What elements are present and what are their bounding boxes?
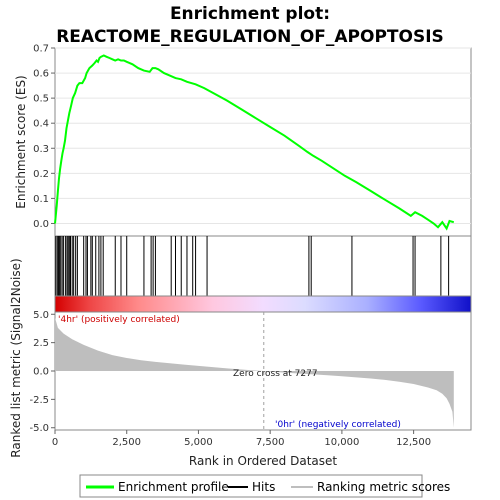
metric-y-ticks: 5.0 2.5 0.0 -2.5 -5.0 [29,310,55,434]
es-tick-label: 0.0 [33,219,49,230]
legend-metric-label: Ranking metric scores [317,480,450,494]
chart-title-line2: REACTOME_REGULATION_OF_APOPTOSIS [56,27,444,47]
es-tick-label: 0.6 [33,69,49,80]
metric-tick-label: -2.5 [29,395,49,406]
x-tick-label: 0 [52,437,58,448]
ranking-metric-area [55,317,454,428]
es-panel-frame [54,47,472,237]
metric-tick-label: 5.0 [33,310,49,321]
x-tick-label: 5,000 [184,437,213,448]
negative-correlated-label: '0hr' (negatively correlated) [275,420,401,430]
es-tick-label: 0.5 [33,94,49,105]
es-tick-label: 0.1 [33,194,49,205]
x-axis-label: Rank in Ordered Dataset [189,454,337,468]
ranking-heatbar [54,295,472,313]
positive-correlated-label: '4hr' (positively correlated) [58,315,180,325]
es-tick-label: 0.3 [33,144,49,155]
zero-cross-label: Zero cross at 7277 [233,369,318,379]
metric-y-axis-label: Ranked list metric (Signal2Noise) [9,258,23,457]
hits-panel-frame [54,235,472,297]
hits-group [55,236,450,296]
es-tick-label: 0.2 [33,169,49,180]
chart-title-line1: Enrichment plot: [170,4,330,24]
metric-tick-label: 0.0 [33,367,49,378]
x-tick-label: 2,500 [112,437,141,448]
x-tick-label: 7,500 [256,437,285,448]
es-y-ticks: 0.0 0.1 0.2 0.3 0.4 0.5 0.6 0.7 [33,44,55,230]
x-tick-label: 12,500 [396,437,431,448]
legend [79,474,423,498]
x-axis-ticks: 0 2,500 5,000 7,500 10,000 12,500 [52,430,431,448]
enrichment-profile-line [54,54,455,231]
legend-hits-label: Hits [252,480,275,494]
es-tick-label: 0.4 [33,119,49,130]
x-tick-label: 10,000 [324,437,359,448]
legend-enrichment-label: Enrichment profile [118,480,229,494]
es-y-axis-label: Enrichment score (ES) [14,75,28,208]
metric-tick-label: -5.0 [29,423,49,434]
metric-tick-label: 2.5 [33,338,49,349]
es-tick-label: 0.7 [33,44,49,55]
